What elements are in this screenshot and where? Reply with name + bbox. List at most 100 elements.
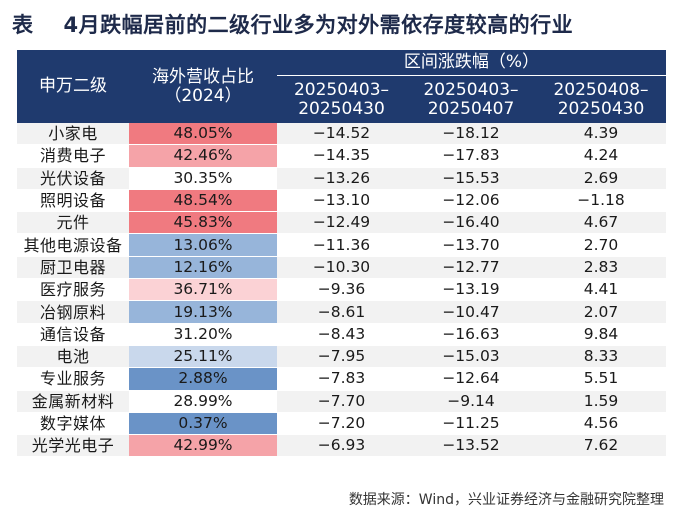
industry-cell: 厨卫电器	[17, 256, 129, 280]
industry-table: 申万二级 海外营收占比 （2024） 区间涨跌幅（%） 20250403– 20…	[17, 50, 667, 458]
table-header: 申万二级 海外营收占比 （2024） 区间涨跌幅（%） 20250403– 20…	[17, 50, 667, 123]
revenue-cell: 42.46%	[129, 144, 277, 168]
table-row: 光伏设备 30.35% −13.26 −15.53 2.69	[17, 167, 667, 190]
period-1-cell: −14.35	[277, 144, 406, 168]
period-1-cell: −7.83	[277, 367, 406, 391]
table-row: 其他电源设备 13.06% −11.36 −13.70 2.70	[17, 233, 667, 257]
period-2-cell: −16.63	[406, 323, 536, 346]
industry-cell: 医疗服务	[17, 278, 129, 302]
header-period-3: 20250408– 20250430	[536, 75, 667, 123]
period-2-cell: −12.06	[406, 189, 536, 213]
header-period-2-line1: 20250403–	[423, 79, 519, 100]
period-3-cell: 2.07	[536, 300, 667, 324]
period-3-cell: 7.62	[536, 434, 667, 458]
revenue-cell: 13.06%	[129, 233, 277, 257]
industry-cell: 通信设备	[17, 323, 129, 346]
period-3-cell: 1.59	[536, 390, 667, 413]
industry-cell: 照明设备	[17, 189, 129, 213]
table-row: 通信设备 31.20% −8.43 −16.63 9.84	[17, 323, 667, 346]
industry-cell: 数字媒体	[17, 412, 129, 436]
industry-cell: 冶钢原料	[17, 300, 129, 324]
period-2-cell: −10.47	[406, 300, 536, 324]
period-2-cell: −11.25	[406, 412, 536, 436]
table-title-text: 4月跌幅居前的二级行业多为对外需依存度较高的行业	[63, 13, 574, 37]
period-3-cell: 4.39	[536, 123, 667, 146]
period-1-cell: −9.36	[277, 278, 406, 302]
period-3-cell: 4.67	[536, 211, 667, 235]
period-1-cell: −6.93	[277, 434, 406, 458]
period-3-cell: 9.84	[536, 323, 667, 346]
period-1-cell: −7.20	[277, 412, 406, 436]
data-source-note: 数据来源：Wind，兴业证券经济与金融研究院整理	[348, 492, 664, 508]
period-2-cell: −15.53	[406, 167, 536, 190]
header-period-1: 20250403– 20250430	[277, 75, 406, 123]
industry-cell: 元件	[17, 211, 129, 235]
table-row: 光学光电子 42.99% −6.93 −13.52 7.62	[17, 434, 667, 458]
revenue-cell: 31.20%	[129, 323, 277, 346]
header-period-1-line2: 20250430	[298, 98, 385, 119]
revenue-cell: 0.37%	[129, 412, 277, 436]
table-row: 厨卫电器 12.16% −10.30 −12.77 2.83	[17, 256, 667, 280]
period-1-cell: −7.95	[277, 345, 406, 369]
table-row: 元件 45.83% −12.49 −16.40 4.67	[17, 211, 667, 235]
table-label: 表	[12, 13, 34, 37]
table-row: 数字媒体 0.37% −7.20 −11.25 4.56	[17, 412, 667, 436]
table-row: 冶钢原料 19.13% −8.61 −10.47 2.07	[17, 300, 667, 324]
period-1-cell: −13.10	[277, 189, 406, 213]
period-3-cell: 4.24	[536, 144, 667, 168]
revenue-cell: 45.83%	[129, 211, 277, 235]
period-2-cell: −18.12	[406, 123, 536, 146]
period-2-cell: −12.64	[406, 367, 536, 391]
table-row: 小家电 48.05% −14.52 −18.12 4.39	[17, 123, 667, 146]
header-range-group: 区间涨跌幅（%）	[277, 50, 667, 76]
period-2-cell: −13.52	[406, 434, 536, 458]
industry-cell: 其他电源设备	[17, 233, 129, 257]
period-2-cell: −13.19	[406, 278, 536, 302]
industry-cell: 光学光电子	[17, 434, 129, 458]
period-2-cell: −16.40	[406, 211, 536, 235]
period-1-cell: −8.61	[277, 300, 406, 324]
period-1-cell: −12.49	[277, 211, 406, 235]
period-1-cell: −14.52	[277, 123, 406, 146]
table-body: 小家电 48.05% −14.52 −18.12 4.39 消费电子 42.46% −14.…	[17, 123, 667, 458]
industry-cell: 小家电	[17, 123, 129, 146]
period-3-cell: 2.70	[536, 233, 667, 257]
period-3-cell: 5.51	[536, 367, 667, 391]
table-row: 电池 25.11% −7.95 −15.03 8.33	[17, 345, 667, 369]
industry-cell: 消费电子	[17, 144, 129, 168]
header-period-1-line1: 20250403–	[293, 79, 390, 100]
period-2-cell: −13.70	[406, 233, 536, 257]
industry-cell: 电池	[17, 345, 129, 369]
revenue-cell: 2.88%	[129, 367, 277, 391]
header-period-3-line1: 20250408–	[553, 79, 649, 100]
header-revenue-line2: （2024）	[164, 85, 242, 106]
revenue-cell: 25.11%	[129, 345, 277, 369]
period-1-cell: −13.26	[277, 167, 406, 190]
table-title: 表 4月跌幅居前的二级行业多为对外需依存度较高的行业	[12, 9, 672, 41]
table-row: 医疗服务 36.71% −9.36 −13.19 4.41	[17, 278, 667, 302]
period-3-cell: 4.41	[536, 278, 667, 302]
industry-cell: 光伏设备	[17, 167, 129, 190]
period-2-cell: −12.77	[406, 256, 536, 280]
revenue-cell: 48.54%	[129, 189, 277, 213]
table-row: 专业服务 2.88% −7.83 −12.64 5.51	[17, 367, 667, 391]
table-row: 照明设备 48.54% −13.10 −12.06 −1.18	[17, 189, 667, 213]
period-3-cell: −1.18	[536, 189, 667, 213]
table-row: 消费电子 42.46% −14.35 −17.83 4.24	[17, 144, 667, 168]
header-period-2: 20250403– 20250407	[406, 75, 536, 123]
revenue-cell: 36.71%	[129, 278, 277, 302]
period-2-cell: −17.83	[406, 144, 536, 168]
industry-cell: 金属新材料	[17, 390, 129, 413]
revenue-cell: 19.13%	[129, 300, 277, 324]
table-row: 金属新材料 28.99% −7.70 −9.14 1.59	[17, 390, 667, 413]
header-industry: 申万二级	[17, 50, 129, 123]
period-3-cell: 2.83	[536, 256, 667, 280]
period-2-cell: −15.03	[406, 345, 536, 369]
revenue-cell: 42.99%	[129, 434, 277, 458]
period-3-cell: 4.56	[536, 412, 667, 436]
header-overseas-revenue: 海外营收占比 （2024）	[129, 50, 277, 123]
industry-cell: 专业服务	[17, 367, 129, 391]
period-1-cell: −11.36	[277, 233, 406, 257]
revenue-cell: 12.16%	[129, 256, 277, 280]
period-3-cell: 2.69	[536, 167, 667, 190]
